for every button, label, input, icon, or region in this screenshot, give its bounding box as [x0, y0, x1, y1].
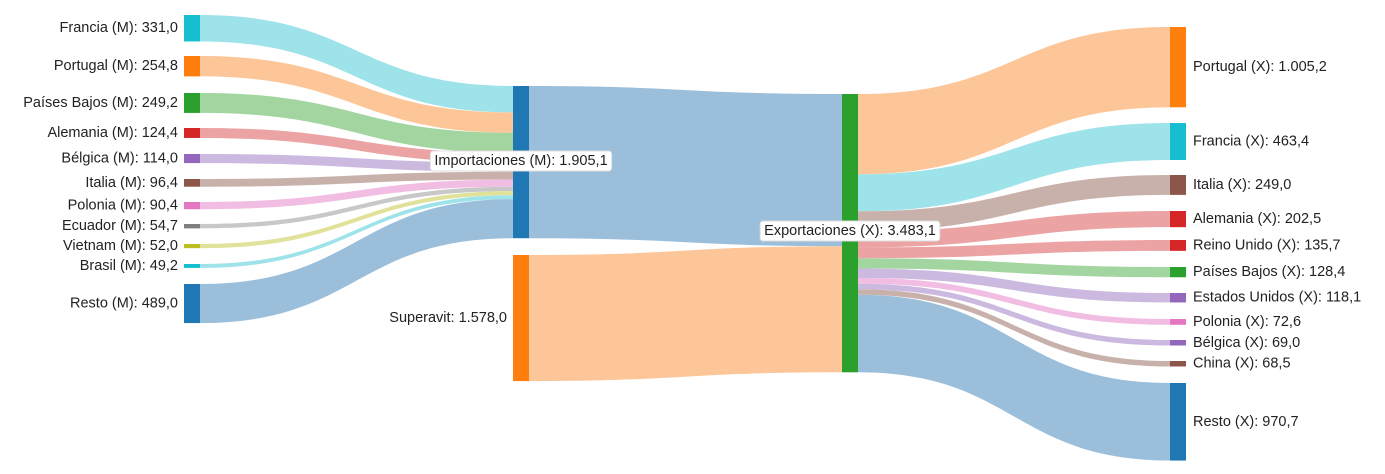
node-pt-x: [1170, 27, 1186, 108]
node-it-m: [184, 179, 200, 187]
link-vn-m-to-imp: [200, 191, 513, 249]
node-br-m: [184, 264, 200, 268]
link-pl-m-to-imp: [200, 179, 513, 210]
node-label-pt-m: Portugal (M): 254,8: [54, 58, 178, 74]
node-label-imp: Importaciones (M): 1.905,1: [434, 153, 607, 169]
link-pt-m-to-imp: [200, 56, 513, 133]
node-label-vn-m: Vietnam (M): 52,0: [63, 238, 178, 254]
link-exp-to-pl-x: [858, 277, 1170, 325]
node-cn-x: [1170, 361, 1186, 367]
node-label-box-exp: [759, 220, 941, 242]
node-pt-m: [184, 56, 200, 77]
link-nl-m-to-imp: [200, 93, 513, 153]
node-label-nl-m: Países Bajos (M): 249,2: [23, 95, 178, 111]
node-label-fr-x: Francia (X): 463,4: [1193, 134, 1309, 150]
node-fr-m: [184, 15, 200, 42]
node-label-be-m: Bélgica (M): 114,0: [61, 151, 178, 167]
node-nl-m: [184, 93, 200, 113]
sankey-labels: Francia (M): 331,0 Portugal (M): 254,8 Paí…: [22, 19, 1363, 432]
node-label-rs-m: Resto (M): 489,0: [70, 296, 178, 312]
link-exp-to-rs-x: [858, 294, 1170, 461]
link-exp-to-nl-x: [858, 258, 1170, 278]
link-sup-to-exp: [529, 246, 842, 382]
link-fr-m-to-imp: [200, 15, 513, 113]
link-br-m-to-imp: [200, 195, 513, 268]
link-exp-to-it-x: [858, 175, 1170, 232]
node-label-pl-m: Polonia (M): 90,4: [68, 198, 178, 214]
node-label-it-m: Italia (M): 96,4: [85, 175, 178, 191]
node-label-us-x: Estados Unidos (X): 118,1: [1193, 290, 1361, 306]
link-imp-to-exp: [529, 86, 842, 247]
link-rs-m-to-imp: [200, 199, 513, 324]
node-de-m: [184, 128, 200, 138]
link-exp-to-pt-x: [858, 27, 1170, 175]
node-label-sup: Superavit: 1.578,0: [389, 310, 507, 326]
node-nl-x: [1170, 267, 1186, 278]
sankey-links: [200, 15, 1170, 461]
node-label-br-m: Brasil (M): 49,2: [80, 258, 178, 274]
node-label-be-x: Bélgica (X): 69,0: [1193, 335, 1300, 351]
node-label-exp: Exportaciones (X): 3.483,1: [764, 223, 936, 239]
node-de-x: [1170, 211, 1186, 228]
node-ec-m: [184, 224, 200, 229]
node-be-x: [1170, 340, 1186, 346]
link-exp-to-uk-x: [858, 240, 1170, 259]
node-label-box-imp: [429, 150, 613, 172]
link-exp-to-us-x: [858, 268, 1170, 303]
node-fr-x: [1170, 123, 1186, 161]
node-label-pl-x: Polonia (X): 72,6: [1193, 314, 1301, 330]
node-label-ec-m: Ecuador (M): 54,7: [62, 218, 178, 234]
node-sup: [513, 255, 529, 382]
node-label-nl-x: Países Bajos (X): 128,4: [1193, 264, 1345, 280]
node-label-fr-m: Francia (M): 331,0: [60, 20, 178, 36]
node-label-it-x: Italia (X): 249,0: [1193, 177, 1291, 193]
node-rs-m: [184, 284, 200, 324]
node-label-uk-x: Reino Unido (X): 135,7: [1193, 237, 1341, 253]
link-ec-m-to-imp: [200, 186, 513, 229]
node-rs-x: [1170, 383, 1186, 461]
node-pl-m: [184, 202, 200, 210]
node-label-de-x: Alemania (X): 202,5: [1193, 211, 1321, 227]
node-label-rs-x: Resto (X): 970,7: [1193, 414, 1299, 430]
node-us-x: [1170, 293, 1186, 303]
link-exp-to-fr-x: [858, 123, 1170, 212]
node-vn-m: [184, 244, 200, 249]
node-it-x: [1170, 175, 1186, 195]
link-exp-to-be-x: [858, 283, 1170, 346]
node-label-cn-x: China (X): 68,5: [1193, 356, 1291, 372]
node-uk-x: [1170, 240, 1186, 251]
node-pl-x: [1170, 319, 1186, 325]
node-label-de-m: Alemania (M): 124,4: [47, 125, 178, 141]
link-it-m-to-imp: [200, 171, 513, 187]
node-be-m: [184, 154, 200, 164]
node-label-pt-x: Portugal (X): 1.005,2: [1193, 59, 1327, 75]
link-exp-to-cn-x: [858, 289, 1170, 367]
